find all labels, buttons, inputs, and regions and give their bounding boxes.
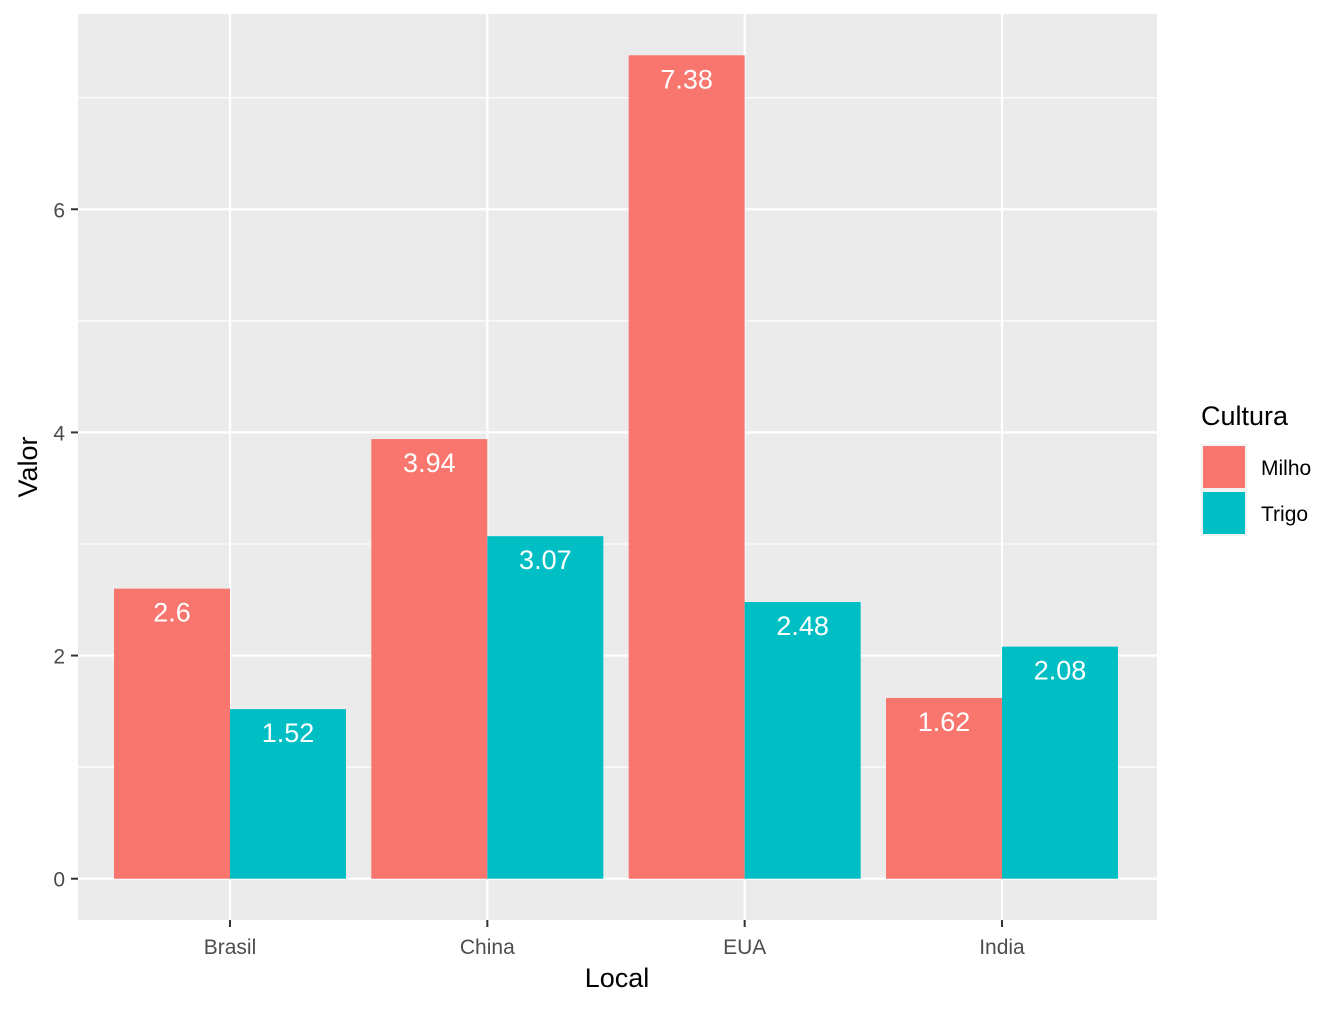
data-label: 3.07: [519, 545, 572, 575]
bar-trigo-india: [1001, 646, 1118, 879]
data-label: 2.6: [153, 598, 191, 628]
data-label: 1.62: [918, 707, 971, 737]
legend-swatch-trigo: [1203, 492, 1245, 534]
x-tick-label: EUA: [723, 936, 766, 959]
bar-milho-india: [885, 697, 1002, 879]
bar-trigo-brasil: [230, 709, 346, 879]
legend-label-trigo: Trigo: [1261, 503, 1308, 526]
bar-milho-brasil: [114, 588, 230, 879]
bars: [114, 55, 1118, 879]
bar-trigo-china: [487, 536, 604, 879]
y-tick-label: 6: [53, 199, 65, 222]
y-tick-label: 4: [53, 422, 65, 445]
bar-milho-china: [371, 439, 488, 879]
data-label: 3.94: [403, 448, 456, 478]
x-tick-label: Brasil: [204, 936, 257, 959]
data-label: 2.48: [776, 611, 829, 641]
data-label: 2.08: [1034, 656, 1087, 686]
legend-title: Cultura: [1201, 401, 1289, 431]
data-labels: 2.6 3.94 7.38 1.62 1.52 3.07 2.48 2.08: [153, 64, 1086, 748]
axes: 0 2 4 6 Brasil China EUA India: [53, 199, 1025, 959]
y-axis-title: Valor: [13, 436, 43, 497]
y-tick-label: 0: [53, 869, 65, 892]
legend: Cultura Milho Trigo: [1201, 401, 1311, 536]
x-tick-label: China: [460, 936, 515, 959]
y-tick-label: 2: [53, 646, 65, 669]
legend-swatch-milho: [1203, 446, 1245, 488]
legend-label-milho: Milho: [1261, 457, 1311, 480]
x-tick-label: India: [979, 936, 1025, 959]
data-label: 7.38: [660, 64, 713, 94]
bar-milho-eua: [628, 55, 745, 879]
bar-trigo-eua: [744, 602, 861, 879]
data-label: 1.52: [262, 718, 315, 748]
x-axis-title: Local: [585, 963, 650, 993]
